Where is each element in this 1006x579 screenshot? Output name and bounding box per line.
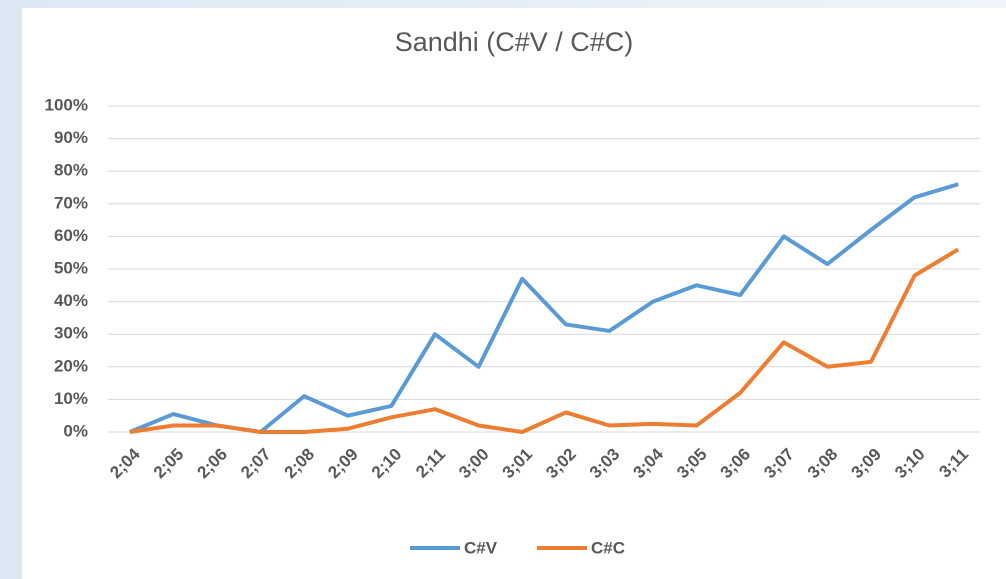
y-tick-label: 20%: [54, 356, 88, 375]
y-tick-label: 70%: [54, 193, 88, 212]
chart-title: Sandhi (C#V / C#C): [395, 27, 634, 57]
y-tick-label: 30%: [54, 324, 88, 343]
legend-label: C#C: [591, 538, 625, 557]
y-tick-label: 100%: [45, 95, 88, 114]
y-tick-label: 60%: [54, 226, 88, 245]
y-tick-label: 10%: [54, 389, 88, 408]
y-tick-label: 90%: [54, 128, 88, 147]
y-tick-label: 0%: [63, 421, 88, 440]
series-line: [129, 247, 960, 434]
legend-label: C#V: [464, 538, 498, 557]
y-tick-label: 40%: [54, 291, 88, 310]
y-tick-label: 50%: [54, 258, 88, 277]
series-line: [129, 182, 959, 434]
y-tick-label: 80%: [54, 161, 88, 180]
